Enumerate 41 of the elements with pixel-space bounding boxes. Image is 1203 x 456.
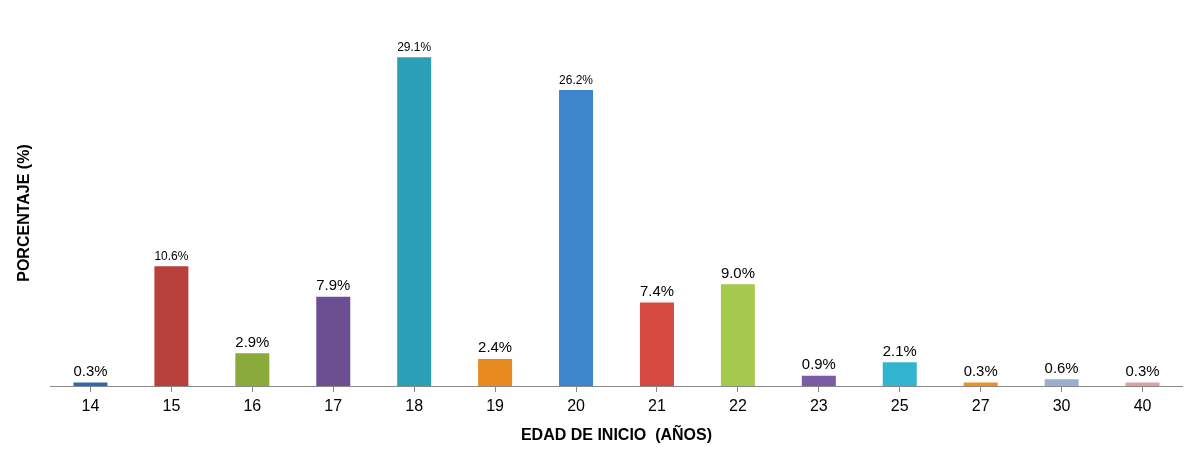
x-axis-title: EDAD DE INICIO (AÑOS) [520, 423, 713, 443]
x-tick-label: 25 [890, 397, 909, 415]
data-label: 9.0% [720, 264, 755, 281]
bar [559, 90, 594, 386]
bar [478, 358, 513, 386]
data-label: 10.6% [154, 249, 189, 264]
x-tick-label: 30 [1052, 397, 1071, 415]
bar [316, 296, 351, 386]
x-tick-label: 18 [405, 397, 424, 415]
bar [1044, 379, 1079, 386]
data-label: 2.4% [478, 339, 513, 356]
data-label: 0.3% [73, 363, 108, 380]
bar [720, 284, 755, 386]
data-label: 2.1% [882, 342, 917, 359]
x-tick-label: 14 [81, 397, 100, 415]
bar [397, 57, 432, 386]
x-tick-label: 22 [728, 397, 747, 415]
x-tick-label: 20 [567, 397, 586, 415]
x-tick-label: 40 [1133, 397, 1152, 415]
bar [235, 353, 270, 386]
y-axis-title: PORCENTAJE (%) [14, 144, 32, 282]
x-tick-label: 21 [648, 397, 666, 415]
x-tick-label: 17 [324, 397, 343, 415]
bar [882, 362, 917, 386]
x-tick-label: 15 [162, 397, 181, 415]
data-label: 0.3% [1125, 363, 1160, 380]
x-tick-label: 19 [486, 397, 505, 415]
x-tick-label: 23 [809, 397, 828, 415]
data-label: 0.6% [1044, 359, 1079, 376]
bar [154, 266, 189, 386]
x-tick-label: 16 [243, 397, 262, 415]
bar [801, 375, 836, 386]
x-tick-label: 27 [971, 397, 990, 415]
data-label: 7.4% [639, 282, 674, 299]
data-label: 0.3% [963, 363, 998, 380]
data-label: 7.9% [316, 277, 351, 294]
data-label: 0.9% [801, 356, 836, 373]
data-label: 29.1% [397, 40, 432, 55]
bar [639, 302, 674, 386]
data-label: 2.9% [235, 333, 270, 350]
data-label: 26.2% [559, 73, 594, 88]
